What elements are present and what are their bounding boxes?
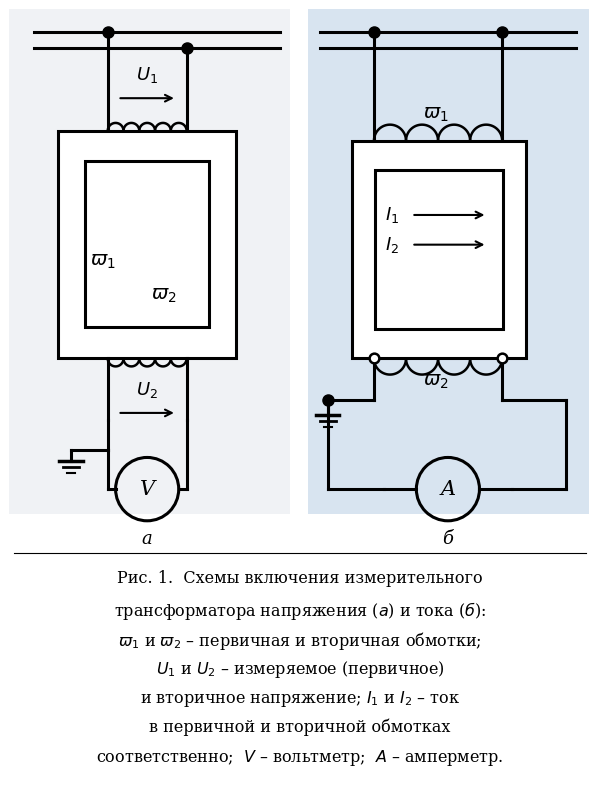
Text: $U_1$: $U_1$: [136, 66, 158, 85]
Text: $U_1$ и $U_2$ – измеряемое (первичное): $U_1$ и $U_2$ – измеряемое (первичное): [155, 659, 445, 680]
Text: трансформатора напряжения ($а$) и тока ($б$):: трансформатора напряжения ($а$) и тока (…: [114, 600, 486, 622]
Text: в первичной и вторичной обмотках: в первичной и вторичной обмотках: [149, 718, 451, 736]
Text: $\varpi_1$: $\varpi_1$: [423, 106, 449, 124]
Text: $I_1$: $I_1$: [385, 205, 399, 225]
Text: $\varpi_1$: $\varpi_1$: [90, 253, 116, 271]
Text: A: A: [440, 480, 455, 499]
Text: $I_2$: $I_2$: [385, 235, 399, 254]
Text: $\varpi_2$: $\varpi_2$: [151, 287, 177, 305]
Text: Рис. 1.  Схемы включения измерительного: Рис. 1. Схемы включения измерительного: [117, 570, 483, 587]
FancyBboxPatch shape: [58, 131, 236, 359]
Text: $U_2$: $U_2$: [136, 380, 158, 400]
Text: V: V: [140, 480, 155, 499]
FancyBboxPatch shape: [85, 160, 209, 326]
Text: $\varpi_1$ и $\varpi_2$ – первичная и вторичная обмотки;: $\varpi_1$ и $\varpi_2$ – первичная и вт…: [118, 629, 482, 652]
Text: а: а: [142, 530, 152, 548]
Text: $\varpi_2$: $\varpi_2$: [423, 373, 449, 391]
FancyBboxPatch shape: [9, 9, 290, 514]
Text: и вторичное напряжение; $I_1$ и $I_2$ – ток: и вторичное напряжение; $I_1$ и $I_2$ – …: [140, 689, 460, 709]
FancyBboxPatch shape: [352, 141, 526, 359]
FancyBboxPatch shape: [308, 9, 589, 514]
FancyBboxPatch shape: [375, 170, 503, 329]
Text: соответственно;  $V$ – вольтметр;  $A$ – амперметр.: соответственно; $V$ – вольтметр; $A$ – а…: [97, 748, 503, 769]
Text: б: б: [442, 530, 454, 548]
